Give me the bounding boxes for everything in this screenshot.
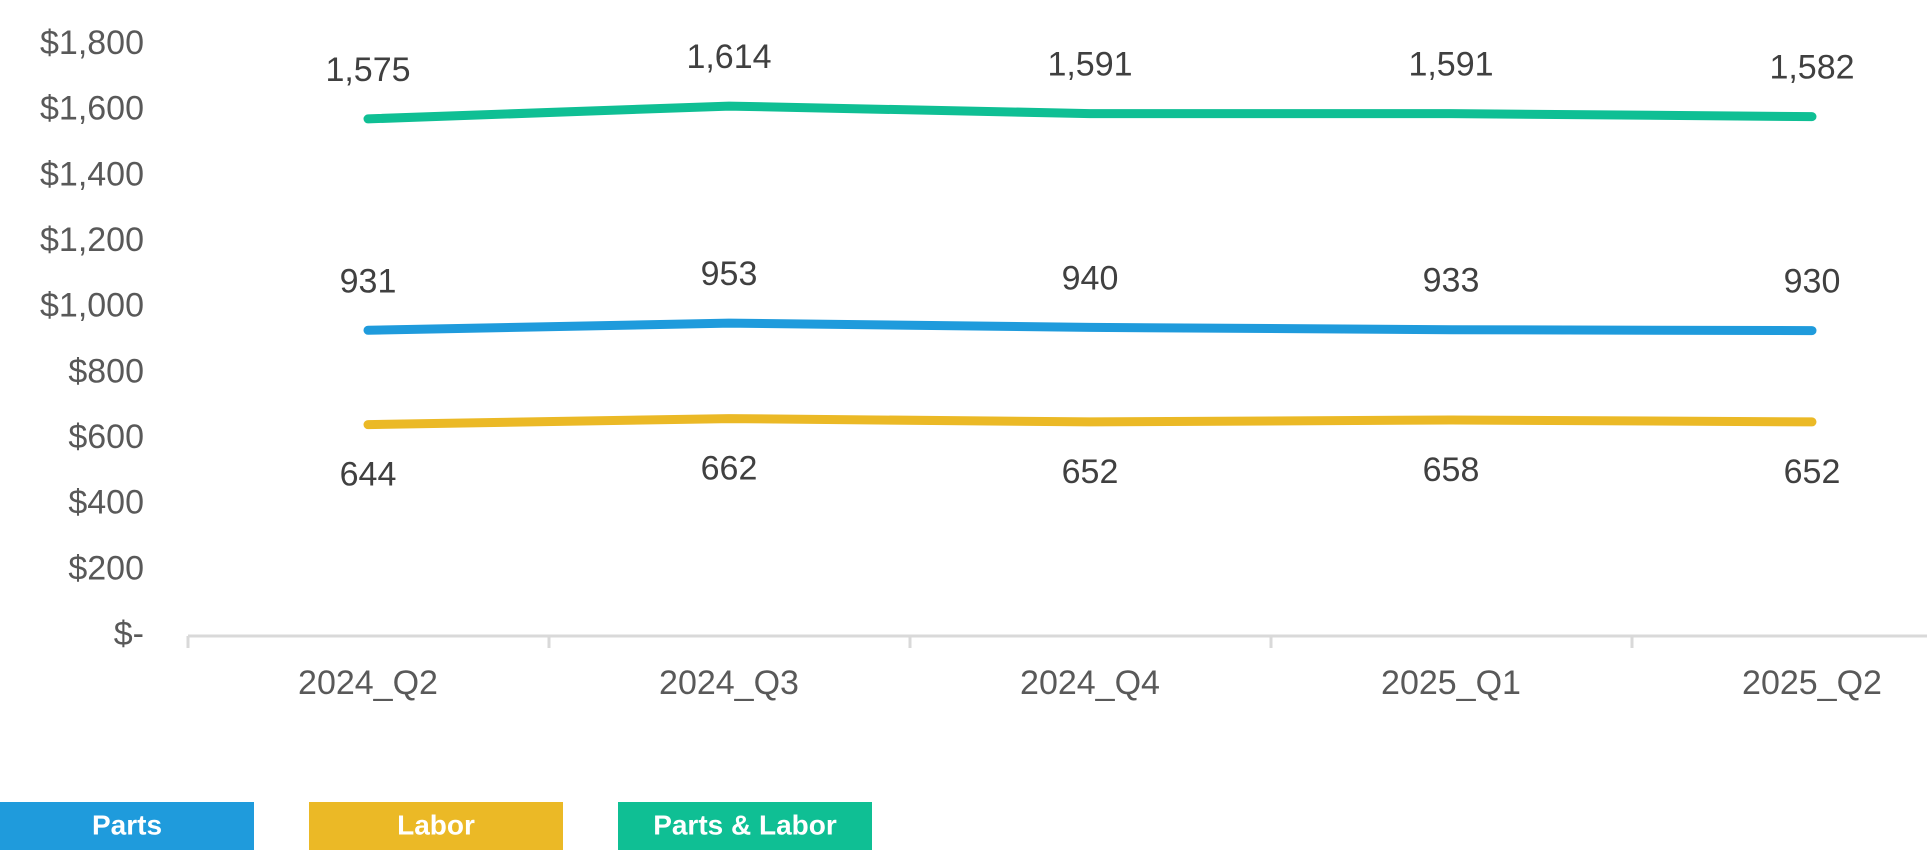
data-label: 652 [1784,453,1841,491]
series-line-parts [363,318,1817,336]
series-lines [363,101,1817,430]
legend: Parts Labor Parts & Labor [0,802,872,850]
legend-label: Parts [92,809,162,840]
y-tick-label: $1,600 [40,90,144,128]
data-label: 652 [1062,453,1119,491]
series-line-parts-labor [363,101,1817,124]
y-tick-label: $200 [68,549,144,587]
series-line-labor [363,414,1817,430]
x-tick-label: 2025_Q2 [1742,664,1882,702]
data-label: 1,591 [1047,46,1132,84]
legend-item-parts: Parts [0,802,254,850]
data-label: 1,582 [1769,49,1854,87]
y-tick-label: $1,400 [40,155,144,193]
data-labels: 931 953 940 933 930 644 662 652 658 652 1,575 1,614… [325,38,1854,493]
legend-label: Parts & Labor [653,809,837,840]
y-tick-label: $1,000 [40,287,144,325]
x-tick-label: 2025_Q1 [1381,664,1521,702]
data-label: 940 [1062,259,1119,297]
legend-item-labor: Labor [309,802,563,850]
x-tick-label: 2024_Q2 [298,664,438,702]
data-label: 1,591 [1408,46,1493,84]
y-tick-label: $- [114,615,144,653]
data-label: 953 [701,255,758,293]
data-label: 933 [1423,262,1480,300]
legend-swatch [0,802,254,850]
legend-label: Labor [397,809,475,840]
data-label: 1,614 [686,38,771,76]
legend-swatch [618,802,872,850]
y-axis-tick-labels: $- $200 $400 $600 $800 $1,000 $1,200 $1,400 $1,6… [40,24,144,653]
legend-item-parts-labor: Parts & Labor [618,802,872,850]
y-tick-label: $1,800 [40,24,144,62]
y-tick-label: $600 [68,418,144,456]
x-axis: 2024_Q2 2024_Q3 2024_Q4 2025_Q1 2025_Q2 [186,634,1927,702]
y-tick-label: $1,200 [40,221,144,259]
y-tick-label: $400 [68,484,144,522]
data-label: 1,575 [325,51,410,89]
y-tick-label: $800 [68,352,144,390]
x-tick-label: 2024_Q3 [659,664,799,702]
legend-swatch [309,802,563,850]
data-label: 930 [1784,263,1841,301]
data-label: 658 [1423,451,1480,489]
data-label: 662 [701,450,758,488]
data-label: 644 [340,456,397,494]
data-label: 931 [340,262,397,300]
x-tick-label: 2024_Q4 [1020,664,1160,702]
